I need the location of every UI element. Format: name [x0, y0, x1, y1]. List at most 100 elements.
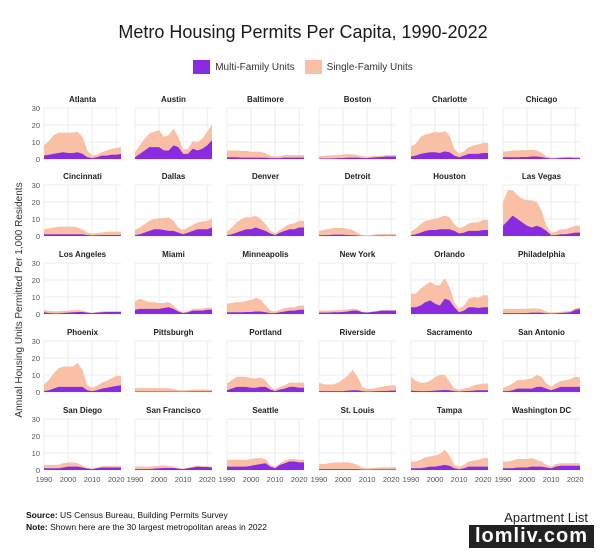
panel-title: Pittsburgh: [154, 328, 194, 337]
panel-title: Philadelphia: [518, 250, 566, 259]
y-tick-label: 20: [32, 198, 40, 207]
area-multi-family: [411, 151, 488, 159]
legend-label-multi: Multi-Family Units: [215, 61, 295, 73]
x-tick-label: 2010: [359, 475, 376, 484]
area-multi-family: [319, 390, 396, 392]
panel-san-antonio: San Antonio: [502, 328, 580, 393]
panel-charlotte: Charlotte: [410, 95, 488, 160]
panel-title: Houston: [433, 172, 466, 181]
area-single-family: [411, 130, 488, 159]
legend-swatch-single: [304, 60, 322, 74]
y-tick-label: 30: [32, 415, 40, 424]
panel-detroit: Detroit: [318, 172, 396, 237]
area-multi-family: [503, 156, 580, 159]
area-multi-family: [411, 464, 488, 470]
x-tick-label: 1990: [311, 475, 328, 484]
note-text: Shown here are the 30 largest metropolit…: [47, 522, 267, 532]
area-single-family: [44, 363, 121, 392]
area-multi-family: [135, 466, 212, 470]
y-tick-label: 30: [32, 259, 40, 268]
x-tick-label: 1990: [127, 475, 144, 484]
panel-pittsburgh: Pittsburgh: [134, 328, 212, 393]
panel-title: Dallas: [162, 172, 186, 181]
panel-san-diego: San Diego 0 10 20 30 1990 2000 2010 2020: [32, 406, 125, 484]
panel-title: Detroit: [345, 172, 371, 181]
x-tick-label: 2020: [475, 475, 492, 484]
panel-title: St. Louis: [341, 406, 375, 415]
area-multi-family: [411, 229, 488, 236]
area-multi-family: [319, 310, 396, 314]
panel-seattle: Seattle 1990 2000 2010 2020: [219, 406, 308, 484]
note-label: Note:: [26, 522, 48, 532]
area-single-family: [135, 388, 212, 392]
y-tick-label: 30: [32, 337, 40, 346]
area-multi-family: [135, 307, 212, 314]
x-tick-label: 2010: [451, 475, 468, 484]
area-multi-family: [44, 311, 121, 314]
panel-boston: Boston: [318, 95, 396, 160]
area-multi-family: [503, 386, 580, 392]
y-tick-label: 20: [32, 432, 40, 441]
y-tick-label: 0: [36, 232, 40, 241]
area-multi-family: [411, 389, 488, 392]
panel-las-vegas: Las Vegas: [502, 172, 580, 237]
panel-title: Tampa: [437, 406, 463, 415]
area-multi-family: [227, 157, 304, 159]
panel-title: Denver: [252, 172, 279, 181]
x-tick-label: 2020: [291, 475, 308, 484]
x-tick-label: 2000: [243, 475, 260, 484]
area-single-family: [411, 449, 488, 470]
area-multi-family: [227, 461, 304, 470]
chart-title: Metro Housing Permits Per Capita, 1990-2…: [118, 22, 488, 42]
panel-minneapolis: Minneapolis: [226, 250, 304, 315]
source-text: US Census Bureau, Building Permits Surve…: [57, 510, 228, 520]
panel-los-angeles: Los Angeles 0 10 20 30: [32, 250, 121, 319]
panel-baltimore: Baltimore: [226, 95, 304, 160]
brand-logo: Apartment List: [504, 510, 588, 525]
panel-title: Boston: [344, 95, 372, 104]
legend-swatch-multi: [193, 60, 211, 74]
y-tick-label: 20: [32, 276, 40, 285]
y-tick-label: 30: [32, 181, 40, 190]
panel-title: Portland: [249, 328, 282, 337]
x-tick-label: 2010: [543, 475, 560, 484]
area-single-family: [227, 297, 304, 314]
panel-title: Los Angeles: [59, 250, 107, 259]
x-tick-label: 2000: [519, 475, 536, 484]
y-tick-label: 30: [32, 104, 40, 113]
x-tick-label: 2000: [427, 475, 444, 484]
x-tick-label: 1990: [495, 475, 512, 484]
panel-title: Riverside: [339, 328, 376, 337]
panel-philadelphia: Philadelphia: [502, 250, 580, 315]
y-tick-label: 0: [36, 310, 40, 319]
footer-note: Note: Shown here are the 30 largest metr…: [26, 522, 267, 532]
area-single-family: [227, 150, 304, 159]
legend-item-multi: Multi-Family Units: [193, 60, 295, 74]
panel-title: Phoenix: [67, 328, 99, 337]
panel-title: Washington DC: [512, 406, 571, 415]
watermark: lomliv.com: [469, 525, 594, 548]
area-multi-family: [44, 466, 121, 470]
x-tick-label: 1990: [36, 475, 53, 484]
panel-title: Seattle: [252, 406, 279, 415]
x-tick-label: 2020: [383, 475, 400, 484]
area-single-family: [503, 307, 580, 314]
area-multi-family: [227, 309, 304, 314]
panel-cincinnati: Cincinnati 0 10 20 30: [32, 172, 121, 241]
panel-dallas: Dallas: [134, 172, 212, 237]
panel-title: Las Vegas: [522, 172, 562, 181]
panel-miami: Miami: [134, 250, 212, 315]
x-tick-label: 2010: [175, 475, 192, 484]
area-single-family: [411, 374, 488, 392]
panel-chicago: Chicago: [502, 95, 580, 160]
x-tick-label: 2020: [199, 475, 216, 484]
area-multi-family: [319, 234, 396, 236]
area-multi-family: [44, 385, 121, 392]
panel-title: Atlanta: [69, 95, 97, 104]
panel-orlando: Orlando: [410, 250, 488, 315]
x-tick-label: 1990: [219, 475, 236, 484]
x-tick-label: 2020: [567, 475, 584, 484]
area-multi-family: [503, 215, 580, 236]
area-multi-family: [319, 156, 396, 159]
